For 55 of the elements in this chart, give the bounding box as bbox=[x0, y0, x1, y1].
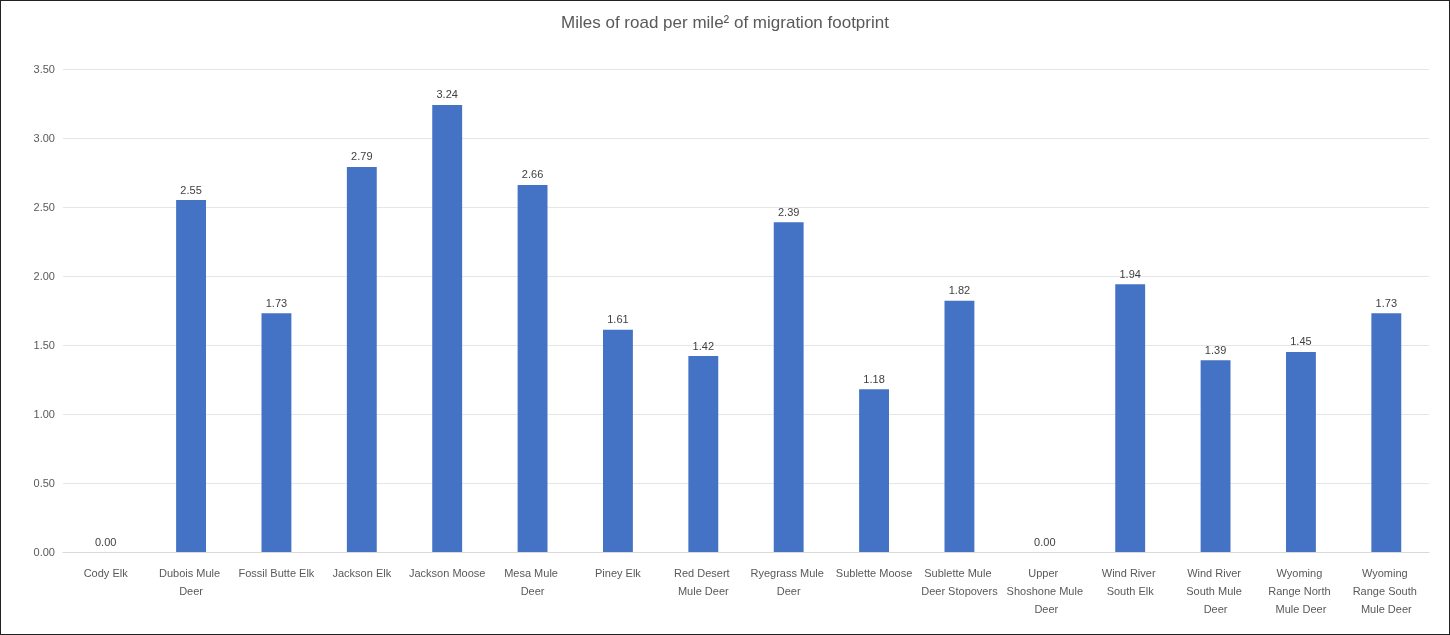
y-tick-label: 0.00 bbox=[33, 546, 55, 558]
bar bbox=[346, 166, 377, 552]
x-tick-label: Wind River South Mule Deer bbox=[1186, 567, 1245, 615]
data-label: 1.42 bbox=[692, 339, 715, 352]
y-tick-label: 2.00 bbox=[33, 270, 55, 282]
data-label: 1.82 bbox=[948, 284, 971, 297]
bar bbox=[603, 329, 633, 552]
bar bbox=[1115, 284, 1146, 552]
x-tick-label: Fossil Butte Elk bbox=[238, 567, 315, 579]
data-label: 2.39 bbox=[777, 205, 800, 218]
data-label: 1.94 bbox=[1119, 267, 1141, 280]
x-tick-label: Sublette Mule Deer Stopovers bbox=[921, 567, 999, 597]
x-tick-label: Wyoming Range South Mule Deer bbox=[1352, 567, 1420, 615]
y-tick-label: 1.00 bbox=[33, 408, 55, 420]
data-label: 0.00 bbox=[1034, 535, 1056, 548]
bar bbox=[859, 389, 889, 552]
x-tick-label: Jackson Moose bbox=[408, 567, 486, 579]
x-tick-label: Sublette Moose bbox=[835, 567, 913, 579]
data-label: 1.18 bbox=[863, 372, 885, 385]
data-label: 1.45 bbox=[1290, 335, 1312, 348]
data-label: 2.55 bbox=[180, 183, 202, 196]
bar bbox=[1286, 351, 1316, 552]
x-tick-label: Cody Elk bbox=[83, 567, 129, 579]
bar bbox=[773, 222, 804, 552]
data-label: 1.73 bbox=[1375, 296, 1398, 309]
x-tick-label: Ryegrass Mule Deer bbox=[750, 567, 827, 597]
data-label: 2.66 bbox=[521, 168, 544, 181]
bar bbox=[517, 184, 548, 552]
y-tick-label: 3.00 bbox=[33, 132, 55, 144]
data-label: 0.00 bbox=[94, 535, 117, 548]
x-tick-label: Upper Shoshone Mule Deer bbox=[1006, 567, 1084, 615]
bar bbox=[176, 200, 206, 552]
y-tick-label: 0.50 bbox=[33, 477, 55, 489]
bar bbox=[1200, 360, 1231, 552]
y-tick-label: 2.50 bbox=[33, 201, 55, 213]
y-tick-label: 1.50 bbox=[33, 339, 55, 351]
bar bbox=[261, 313, 292, 552]
x-tick-label: Piney Elk bbox=[595, 567, 642, 579]
x-tick-label: Dubois Mule Deer bbox=[158, 567, 224, 597]
bar bbox=[1371, 313, 1402, 552]
y-tick-label: 3.50 bbox=[33, 63, 55, 75]
data-label: 1.61 bbox=[607, 313, 629, 326]
bar bbox=[688, 356, 719, 552]
bar bbox=[432, 104, 463, 552]
chart-title: Miles of road per mile² of migration footprint bbox=[561, 13, 890, 32]
bar bbox=[944, 300, 975, 552]
x-tick-label: Mesa Mule Deer bbox=[504, 567, 561, 597]
x-tick-label: Wind River South Elk bbox=[1101, 567, 1159, 597]
x-tick-label: Jackson Elk bbox=[332, 567, 392, 579]
data-label: 1.39 bbox=[1204, 343, 1227, 356]
x-tick-label: Red Desert Mule Deer bbox=[673, 567, 733, 597]
data-label: 3.24 bbox=[436, 88, 458, 101]
x-tick-label: Wyoming Range North Mule Deer bbox=[1268, 567, 1334, 615]
data-label: 1.73 bbox=[265, 296, 288, 309]
data-label: 2.79 bbox=[351, 150, 373, 163]
